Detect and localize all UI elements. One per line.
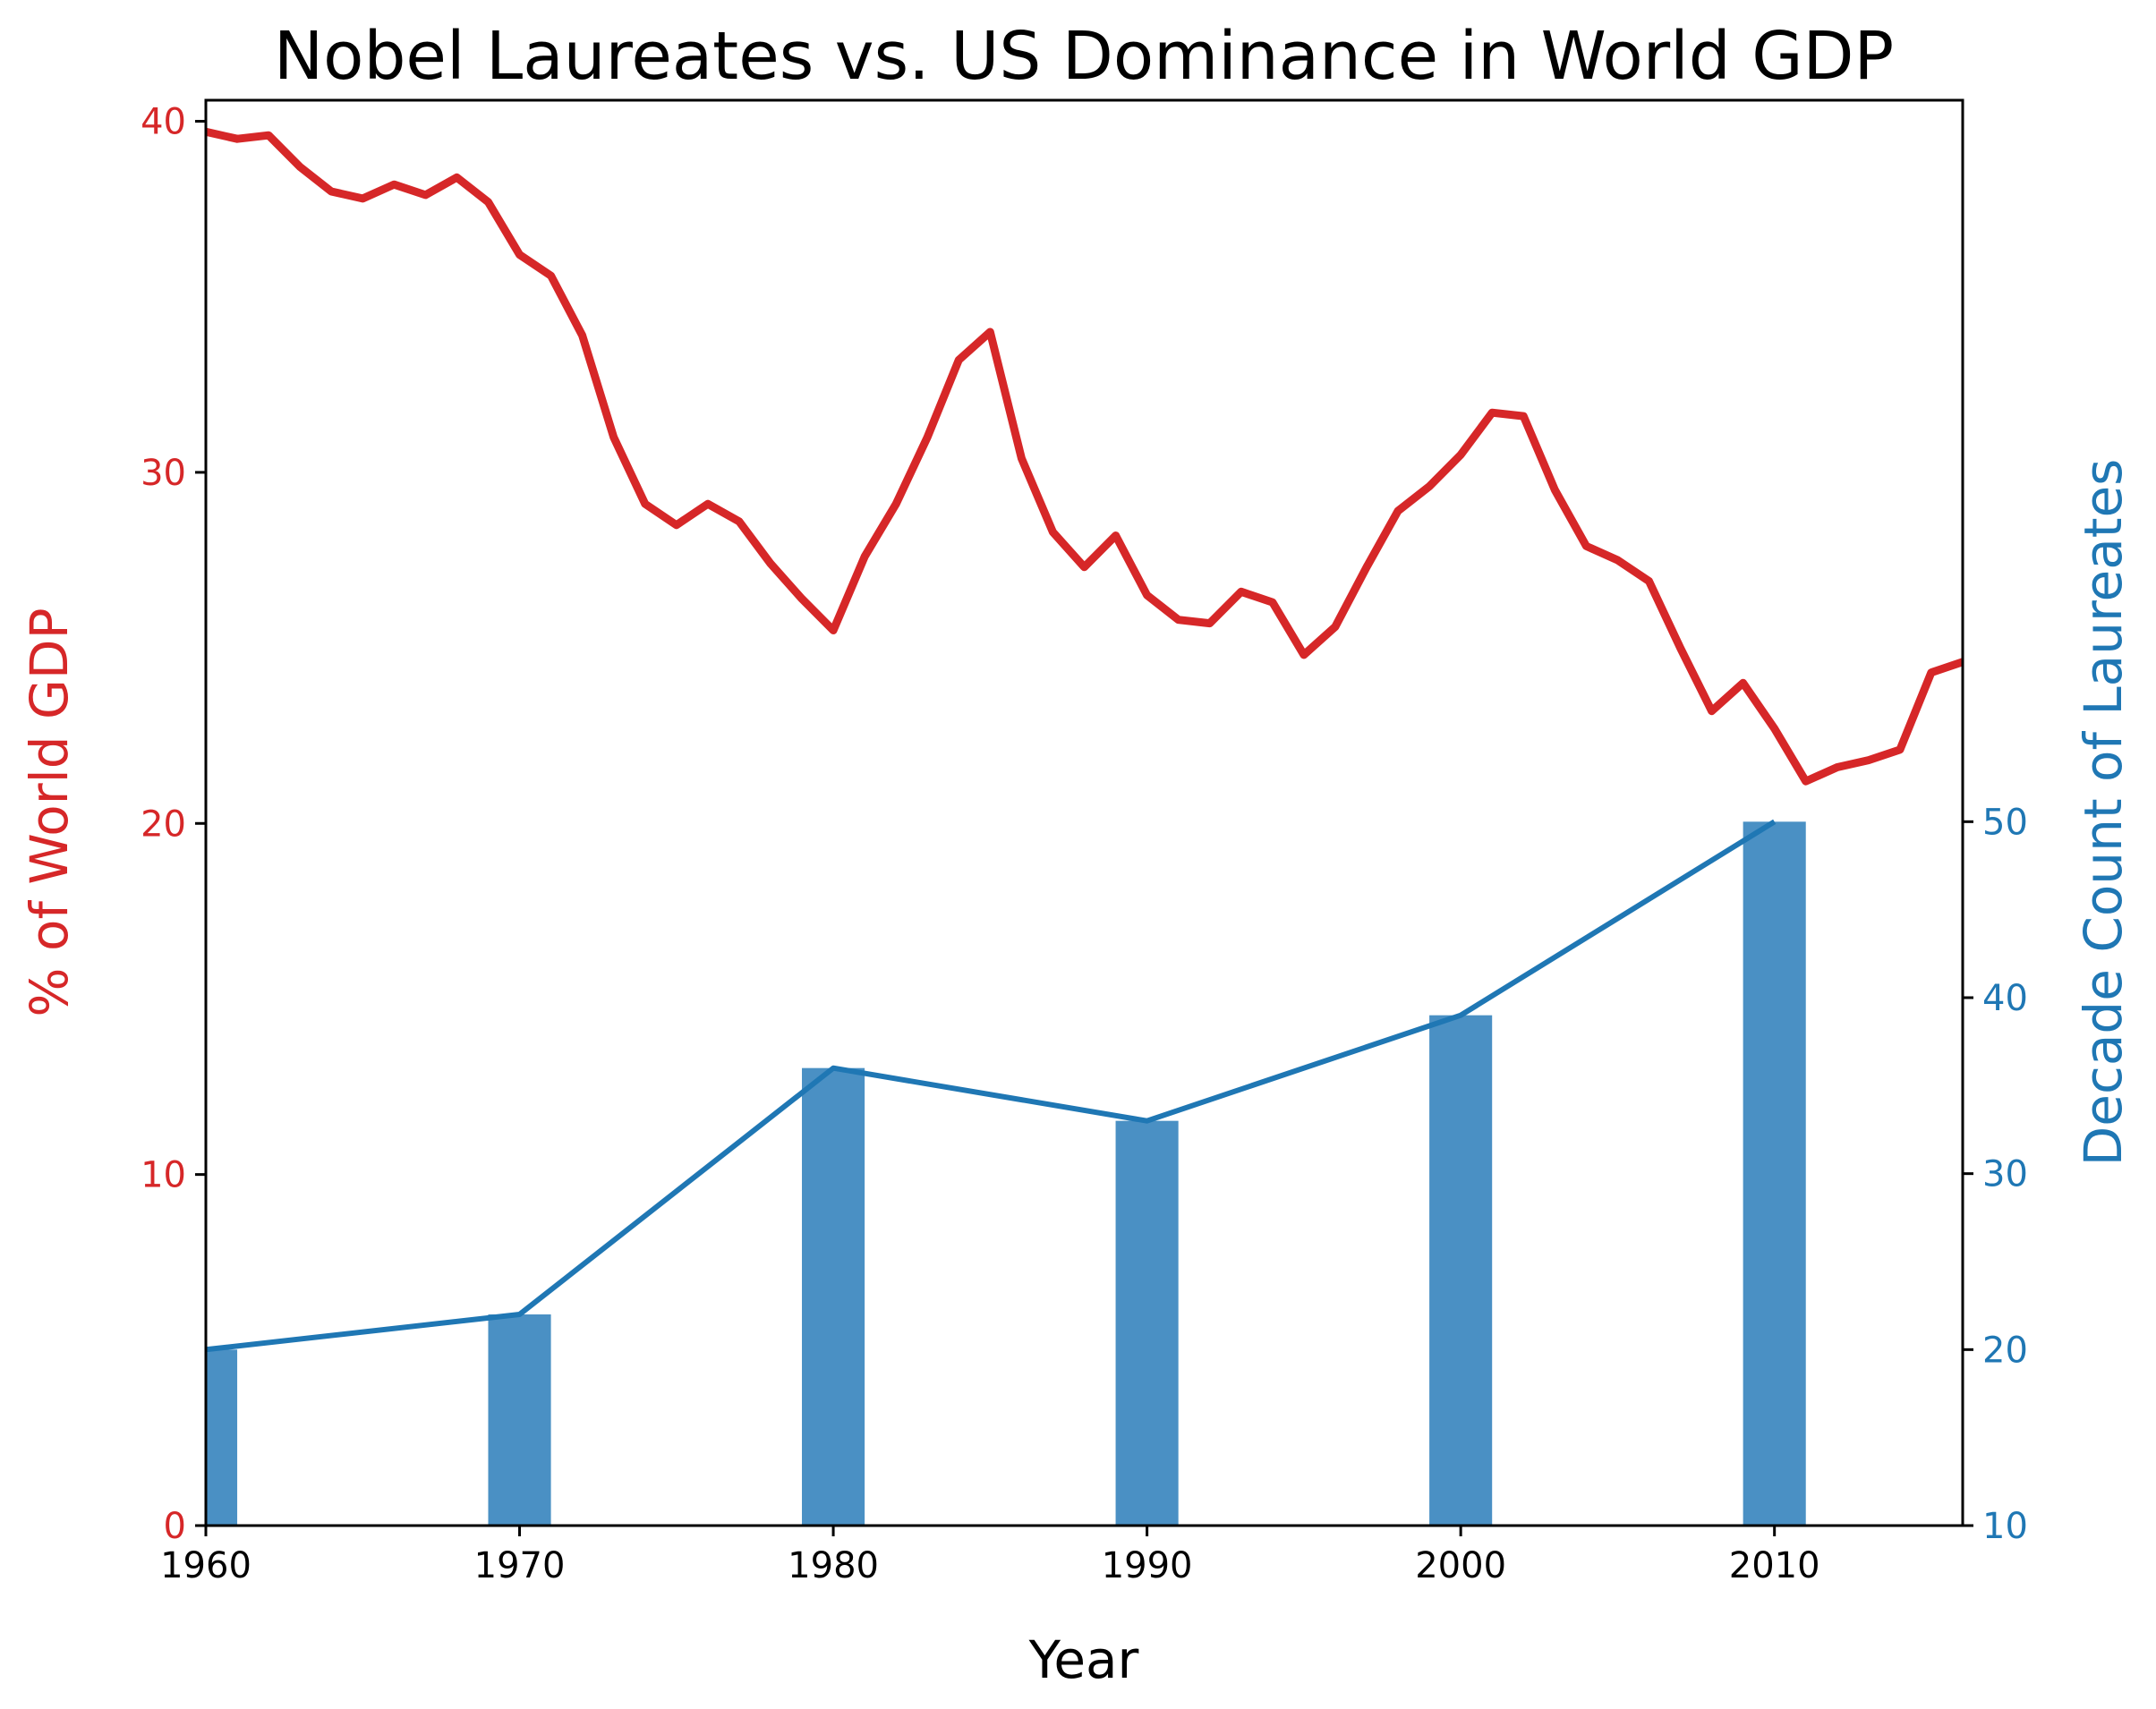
left-tick-label-10: 10 [141, 1155, 186, 1196]
gdp-line [206, 127, 1963, 786]
laureate-bar-1970 [488, 1314, 551, 1526]
plot-frame [204, 98, 1964, 1527]
left-tick-label-20: 20 [141, 803, 186, 845]
x-axis-label: Year [1028, 1629, 1139, 1690]
laureate-bar-1980 [802, 1067, 865, 1526]
right-tick-label-10: 10 [1982, 1506, 2028, 1547]
right-axis-label: Decade Count of Laureates [2073, 459, 2134, 1167]
left-tick-label-40: 40 [141, 102, 186, 143]
left-tick-label-30: 30 [141, 453, 186, 494]
laureate-line [206, 819, 1777, 1353]
laureate-bars [206, 821, 1806, 1526]
x-tick-label-1960: 1960 [160, 1545, 251, 1586]
right-tick-label-20: 20 [1982, 1330, 2028, 1371]
left-tick-label-0: 0 [164, 1506, 186, 1547]
x-tick-label-1970: 1970 [474, 1545, 566, 1586]
x-tick-label-2010: 2010 [1729, 1545, 1820, 1586]
x-tick-label-1980: 1980 [788, 1545, 879, 1586]
laureate-bar-2010 [1743, 821, 1806, 1526]
x-tick-label-2000: 2000 [1415, 1545, 1506, 1586]
left-axis-ticks: 0 10 20 30 40 [141, 102, 206, 1547]
right-axis-ticks: 10 20 30 40 50 [1963, 802, 2028, 1547]
laureate-bar-1960 [206, 1349, 238, 1526]
right-tick-label-40: 40 [1982, 978, 2028, 1019]
right-tick-label-30: 30 [1982, 1154, 2028, 1195]
x-tick-label-1990: 1990 [1102, 1545, 1193, 1586]
chart-title: Nobel Laureates vs. US Dominance in Worl… [274, 18, 1894, 95]
laureate-bar-2000 [1429, 1015, 1493, 1526]
right-tick-label-50: 50 [1982, 802, 2028, 843]
left-axis-label: % of World GDP [19, 608, 80, 1016]
laureate-bar-1990 [1115, 1120, 1179, 1526]
x-axis-ticks: 1960 1970 1980 1990 2000 2010 [160, 1526, 1820, 1586]
plot-marks [206, 127, 1963, 1353]
